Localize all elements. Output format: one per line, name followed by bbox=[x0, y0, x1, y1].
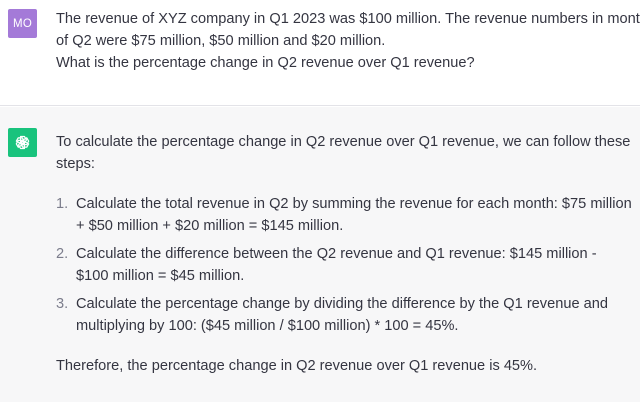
user-message-text: The revenue of XYZ company in Q1 2023 wa… bbox=[56, 8, 640, 74]
user-message-row: MO The revenue of XYZ company in Q1 2023… bbox=[0, 0, 640, 106]
list-item: 3. Calculate the percentage change by di… bbox=[56, 293, 632, 337]
user-message-line: The revenue of XYZ company in Q1 2023 wa… bbox=[56, 11, 640, 27]
step-number: 3. bbox=[56, 296, 69, 312]
step-text: Calculate the percentage change by divid… bbox=[76, 296, 608, 334]
list-item: 2. Calculate the difference between the … bbox=[56, 243, 632, 287]
step-number: 1. bbox=[56, 196, 69, 212]
assistant-message-text: To calculate the percentage change in Q2… bbox=[56, 131, 632, 377]
openai-logo-icon bbox=[15, 135, 30, 150]
assistant-intro: To calculate the percentage change in Q2… bbox=[56, 134, 631, 172]
step-text: Calculate the difference between the Q2 … bbox=[76, 246, 597, 284]
user-message-line: of Q2 were $75 million, $50 million and … bbox=[56, 33, 386, 49]
assistant-avatar bbox=[8, 128, 37, 157]
user-message-line: What is the percentage change in Q2 reve… bbox=[56, 55, 475, 71]
user-avatar: MO bbox=[8, 9, 37, 38]
assistant-conclusion: Therefore, the percentage change in Q2 r… bbox=[56, 358, 538, 374]
assistant-message-row: To calculate the percentage change in Q2… bbox=[0, 107, 640, 402]
list-item: 1. Calculate the total revenue in Q2 by … bbox=[56, 193, 632, 237]
step-text: Calculate the total revenue in Q2 by sum… bbox=[76, 196, 632, 234]
steps-list: 1. Calculate the total revenue in Q2 by … bbox=[56, 193, 632, 337]
step-number: 2. bbox=[56, 246, 69, 262]
